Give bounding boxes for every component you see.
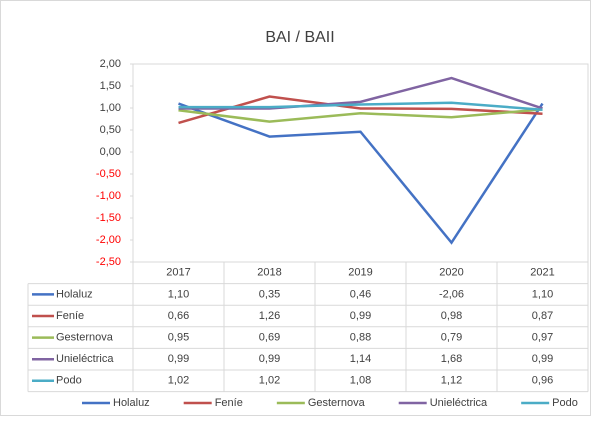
y-tick-label: 0,00 bbox=[100, 146, 121, 158]
table-cell: 1,68 bbox=[441, 353, 462, 365]
series-line bbox=[178, 102, 544, 245]
y-tick-label: 1,00 bbox=[100, 102, 121, 114]
table-cell: 0,95 bbox=[168, 332, 189, 344]
legend-label: Unieléctrica bbox=[430, 397, 488, 409]
table-cell: 0,35 bbox=[259, 288, 280, 300]
table-cell: 0,87 bbox=[532, 310, 553, 322]
table-cell: -2,06 bbox=[439, 288, 464, 300]
table-row-label: Feníe bbox=[56, 310, 84, 322]
x-tick-label: 2021 bbox=[530, 267, 554, 279]
table-cell: 1,08 bbox=[350, 375, 371, 387]
y-tick-label: 2,00 bbox=[100, 58, 121, 70]
legend-label: Feníe bbox=[215, 397, 243, 409]
y-tick-label: -0,50 bbox=[96, 168, 121, 180]
y-tick-label: -1,00 bbox=[96, 190, 121, 202]
table-row-label: Unieléctrica bbox=[56, 353, 114, 365]
table-cell: 0,97 bbox=[532, 332, 553, 344]
table-cell: 1,10 bbox=[532, 288, 553, 300]
series-line bbox=[178, 101, 543, 112]
table-cell: 0,96 bbox=[532, 375, 553, 387]
table-cell: 0,66 bbox=[168, 310, 189, 322]
table-cell: 0,46 bbox=[350, 288, 371, 300]
y-tick-label: 0,50 bbox=[100, 124, 121, 136]
y-tick-label: -2,00 bbox=[96, 234, 121, 246]
x-tick-label: 2017 bbox=[166, 267, 190, 279]
table-cell: 1,02 bbox=[259, 375, 280, 387]
table-cell: 0,88 bbox=[350, 332, 371, 344]
series-line bbox=[178, 76, 543, 110]
x-tick-label: 2020 bbox=[439, 267, 463, 279]
table-row-label: Podo bbox=[56, 375, 82, 387]
table-cell: 0,99 bbox=[532, 353, 553, 365]
chart-title: BAI / BAII bbox=[265, 29, 334, 46]
legend-label: Gesternova bbox=[308, 397, 366, 409]
x-tick-label: 2018 bbox=[257, 267, 281, 279]
table-cell: 1,12 bbox=[441, 375, 462, 387]
table-cell: 0,99 bbox=[259, 353, 280, 365]
x-tick-label: 2019 bbox=[348, 267, 372, 279]
y-tick-label: -2,50 bbox=[96, 256, 121, 268]
table-cell: 1,02 bbox=[168, 375, 189, 387]
table-row-label: Gesternova bbox=[56, 332, 114, 344]
y-tick-label: 1,50 bbox=[100, 80, 121, 92]
table-cell: 0,99 bbox=[350, 310, 371, 322]
legend-label: Podo bbox=[552, 397, 578, 409]
table-cell: 1,26 bbox=[259, 310, 280, 322]
table-cell: 0,99 bbox=[168, 353, 189, 365]
table-row-label: Holaluz bbox=[56, 288, 93, 300]
legend-label: Holaluz bbox=[113, 397, 150, 409]
table-cell: 0,98 bbox=[441, 310, 462, 322]
table-cell: 0,79 bbox=[441, 332, 462, 344]
table-cell: 1,14 bbox=[350, 353, 371, 365]
y-tick-label: -1,50 bbox=[96, 212, 121, 224]
series-line bbox=[178, 108, 543, 123]
series-line bbox=[178, 95, 543, 125]
table-cell: 1,10 bbox=[168, 288, 189, 300]
table-cell: 0,69 bbox=[259, 332, 280, 344]
